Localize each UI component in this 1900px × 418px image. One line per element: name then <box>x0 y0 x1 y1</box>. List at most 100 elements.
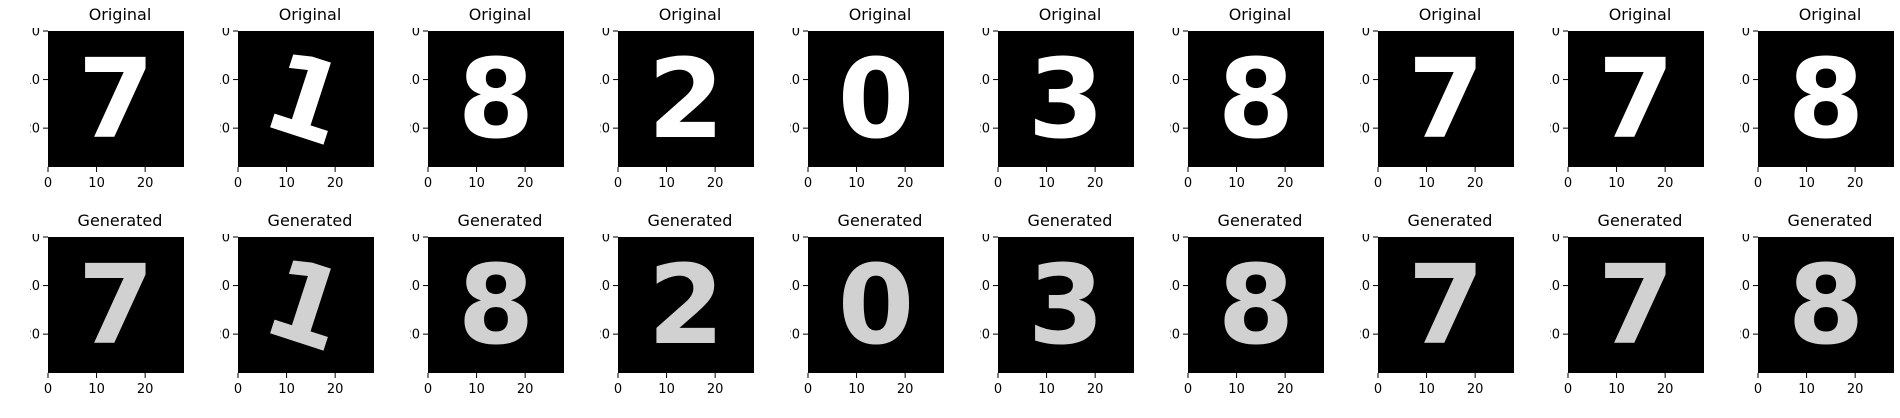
panel-title: Original <box>848 5 912 24</box>
panel-title: Generated <box>77 211 163 230</box>
original-panel: Original 0 0 10 20 0 10 20 <box>783 4 970 204</box>
original-panel: Original 3 0 10 20 0 10 20 <box>973 4 1160 204</box>
y-tick-label: 20 <box>1360 122 1370 137</box>
digit-glyph: 0 <box>838 241 915 369</box>
x-tick-label: 20 <box>897 382 914 397</box>
x-tick-label: 10 <box>1418 176 1435 191</box>
panel-title: Generated <box>1787 211 1873 230</box>
y-tick-label: 0 <box>1362 234 1370 246</box>
image-axes: 7 0 10 20 0 10 20 <box>1543 25 1730 208</box>
original-panel: Original 7 0 10 20 0 10 20 <box>1543 4 1730 204</box>
y-tick-label: 0 <box>792 234 800 246</box>
image-axes: 7 0 10 20 0 10 20 <box>23 25 210 208</box>
digit-glyph: 7 <box>1598 241 1675 369</box>
digit-glyph: 3 <box>1028 35 1105 163</box>
x-tick-label: 20 <box>1657 382 1674 397</box>
digit-glyph: 8 <box>458 35 535 163</box>
x-tick-label: 0 <box>614 382 622 397</box>
panel-title: Original <box>278 5 342 24</box>
y-tick-label: 20 <box>1740 122 1750 137</box>
image-axes: 10102001020 <box>213 231 400 414</box>
digit-image <box>998 31 1134 167</box>
digit-glyph: 8 <box>1218 35 1295 163</box>
generated-panel: Generated 7 0 10 20 0 10 20 <box>1543 210 1730 410</box>
x-tick-label: 10 <box>1228 382 1245 397</box>
digit-image <box>48 31 184 167</box>
y-tick-label: 0 <box>412 234 420 246</box>
image-axes: 3 0 10 20 0 10 20 <box>973 231 1160 414</box>
y-tick-label: 20 <box>220 122 230 137</box>
y-tick-label: 10 <box>410 73 420 88</box>
panel-title: Original <box>1228 5 1292 24</box>
image-axes: 8 0 10 20 0 10 20 <box>403 231 590 414</box>
y-tick-label: 10 <box>30 73 40 88</box>
y-tick-label: 10 <box>220 279 230 294</box>
x-tick-label: 10 <box>1038 176 1055 191</box>
digit-image <box>428 237 564 373</box>
generated-panel: Generated 7 0 10 20 0 10 20 <box>23 210 210 410</box>
y-tick-label: 0 <box>982 28 990 40</box>
digit-glyph: 7 <box>1598 35 1675 163</box>
y-tick-label: 0 <box>222 28 230 40</box>
y-tick-label: 0 <box>792 28 800 40</box>
digit-glyph: 7 <box>78 241 155 369</box>
x-tick-label: 10 <box>848 382 865 397</box>
x-tick-label: 0 <box>44 382 52 397</box>
digit-image <box>48 237 184 373</box>
y-tick-label: 20 <box>1550 328 1560 343</box>
x-tick-label: 20 <box>137 176 154 191</box>
digit-image <box>618 31 754 167</box>
digit-glyph: 2 <box>648 241 725 369</box>
x-tick-label: 10 <box>658 382 675 397</box>
panel-title: Generated <box>1027 211 1113 230</box>
x-tick-label: 10 <box>1228 176 1245 191</box>
y-tick-label: 0 <box>412 28 420 40</box>
panel-title: Original <box>1038 5 1102 24</box>
y-tick-label: 0 <box>1172 234 1180 246</box>
generated-panel: Generated20102001020 <box>593 210 780 410</box>
generated-panel: Generated 3 0 10 20 0 10 20 <box>973 210 1160 410</box>
panel-title: Original <box>1608 5 1672 24</box>
image-axes: 8 0 10 20 0 10 20 <box>403 25 590 208</box>
x-tick-label: 20 <box>517 176 534 191</box>
original-panel: Original 7 0 10 20 0 10 20 <box>1353 4 1540 204</box>
x-tick-label: 10 <box>1608 382 1625 397</box>
generated-panel: Generated 8 0 10 20 0 10 20 <box>403 210 590 410</box>
generated-panel: Generated10102001020 <box>213 210 400 410</box>
y-tick-label: 10 <box>600 73 610 88</box>
y-tick-label: 10 <box>30 279 40 294</box>
x-tick-label: 20 <box>327 176 344 191</box>
y-tick-label: 20 <box>980 328 990 343</box>
panel-title: Generated <box>1407 211 1493 230</box>
panel-title: Generated <box>647 211 733 230</box>
y-tick-label: 0 <box>1742 234 1750 246</box>
x-tick-label: 0 <box>1374 176 1382 191</box>
x-tick-label: 0 <box>994 382 1002 397</box>
x-tick-label: 10 <box>848 176 865 191</box>
digit-image <box>238 237 374 373</box>
x-tick-label: 0 <box>1184 382 1192 397</box>
x-tick-label: 0 <box>1374 382 1382 397</box>
x-tick-label: 10 <box>468 176 485 191</box>
y-tick-label: 10 <box>790 73 800 88</box>
digit-image <box>1188 237 1324 373</box>
y-tick-label: 0 <box>222 234 230 246</box>
y-tick-label: 10 <box>790 279 800 294</box>
y-tick-label: 20 <box>30 122 40 137</box>
digit-glyph: 2 <box>648 35 725 163</box>
digit-glyph: 3 <box>1028 241 1105 369</box>
x-tick-label: 20 <box>707 382 724 397</box>
digit-glyph: 0 <box>838 35 915 163</box>
image-axes: 8 0 10 20 0 10 20 <box>1733 25 1900 208</box>
panel-title: Original <box>1798 5 1862 24</box>
y-tick-label: 10 <box>1170 73 1180 88</box>
y-tick-label: 20 <box>220 328 230 343</box>
y-tick-label: 0 <box>1172 28 1180 40</box>
x-tick-label: 20 <box>1087 382 1104 397</box>
y-tick-label: 0 <box>982 234 990 246</box>
panel-title: Original <box>88 5 152 24</box>
x-tick-label: 20 <box>1277 382 1294 397</box>
x-tick-label: 20 <box>1277 176 1294 191</box>
image-axes: 8 0 10 20 0 10 20 <box>1733 231 1900 414</box>
digit-image <box>1758 31 1894 167</box>
